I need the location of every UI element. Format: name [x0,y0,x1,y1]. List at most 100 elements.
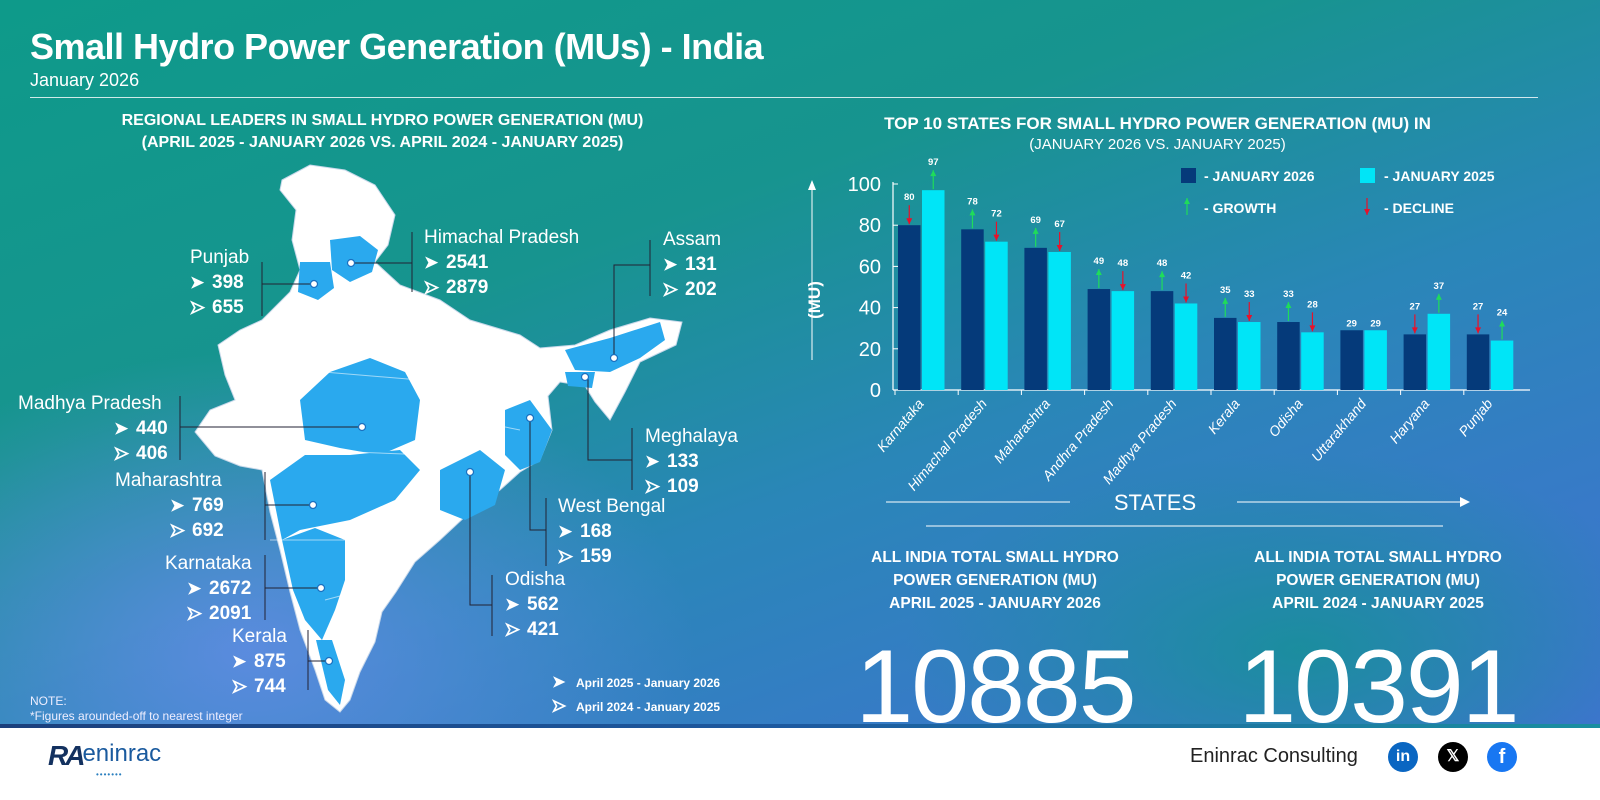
region-himachal-pradesh [330,236,378,282]
growth-arrow-head [1159,271,1166,278]
chart-title-line1: TOP 10 STATES FOR SMALL HYDRO POWER GENE… [884,114,1431,133]
bar-chart: (MU) - JANUARY 2026 - JANUARY 2025 - GROWT… [805,168,1514,527]
region-odisha [440,450,505,520]
facebook-icon[interactable]: f [1487,742,1517,772]
bar-jan-2025 [1490,340,1514,390]
y-axis-arrowhead [808,180,816,190]
legend-label-decline: - DECLINE [1384,200,1454,216]
chart-title-line2: (JANUARY 2026 VS. JANUARY 2025) [1029,136,1286,153]
data-label: 35 [1220,285,1231,296]
linkedin-icon[interactable]: in [1388,742,1418,772]
data-label: 33 [1283,289,1294,300]
value-previous: ➤ 2879 [424,277,489,298]
data-label: 78 [967,196,978,207]
company-name: Eninrac Consulting [1190,745,1358,767]
callout-west-bengal: West Bengal ➤ 168 ➤ 159 [558,495,666,569]
value-previous: ➤ 655 [190,297,244,318]
value-previous: ➤ 692 [170,520,224,541]
legend-label-jan-2025: - JANUARY 2025 [1384,168,1495,184]
value-current: ➤ 562 [505,594,559,615]
region-madhya-pradesh [300,358,420,455]
bar-jan-2026 [1150,291,1174,390]
bar-jan-2025 [1238,322,1261,390]
value-previous: ➤ 109 [645,476,699,497]
note-title: NOTE: [30,694,67,708]
callout-madhya-pradesh: Madhya Pradesh ➤ 440 ➤ 406 [18,392,168,466]
x-tick-label: Odisha [1265,395,1306,439]
region-west-bengal [505,400,552,470]
value-previous: ➤ 202 [663,279,717,300]
legend-growth-arrow-head [1184,198,1190,204]
footer-divider [0,724,1600,728]
total-value: 10885 [855,629,1136,728]
bar-jan-2025 [1048,251,1071,390]
x-tick-label: Maharashtra [990,395,1053,466]
state-name: Odisha [505,569,566,590]
bar-jan-2026 [961,229,984,390]
leader-lines [179,232,651,690]
x-axis-arrowhead [1460,497,1470,507]
legend-label-growth: - GROWTH [1204,200,1276,216]
legend-decline-arrow-head [1364,209,1370,215]
growth-arrow-head [1499,320,1506,327]
x-tick-label: Haryana [1386,395,1432,446]
callout-odisha: Odisha ➤ 562 ➤ 421 [505,568,566,642]
bar-jan-2025 [1301,332,1324,390]
bar-jan-2025 [922,190,945,390]
total-value: 10391 [1238,629,1519,728]
x-tick-label: Punjab [1455,395,1495,439]
bar-jan-2026 [1466,334,1490,390]
bar-jan-2026 [1340,330,1363,390]
decline-arrow-head [1475,327,1482,334]
value-current: ➤ 875 [232,651,286,672]
value-current: ➤ 440 [114,418,168,439]
value-previous: ➤ 159 [558,546,612,567]
state-name: Punjab [190,247,250,268]
x-icon[interactable]: 𝕏 [1438,742,1468,772]
total-label: ALL INDIA TOTAL SMALL HYDRO POWER GENERAT… [871,549,1119,612]
map-title-line1: REGIONAL LEADERS IN SMALL HYDRO POWER GE… [121,112,644,129]
decline-arrow-head [1183,296,1190,303]
data-label: 72 [991,209,1002,220]
state-dots [308,258,619,666]
x-tick-label: Karnataka [874,395,927,454]
decline-arrow-head [1119,284,1126,291]
data-label: 67 [1054,219,1065,230]
chart-legend: - JANUARY 2026 - JANUARY 2025 - GROWTH - DE… [1181,168,1495,216]
decline-arrow-head [1246,315,1253,322]
growth-arrow-head [1222,297,1229,304]
data-label: 48 [1157,258,1168,269]
state-name: Karnataka [165,553,252,574]
data-label: 28 [1307,299,1318,310]
bar-jan-2026 [1214,317,1237,390]
data-label: 37 [1434,281,1445,292]
total-previous: ALL INDIA TOTAL SMALL HYDRO POWER GENERAT… [1218,546,1538,728]
data-label: 24 [1497,308,1508,319]
y-axis-title-group: (MU) [805,180,824,360]
page-subtitle: January 2026 [30,70,140,90]
decline-arrow-head [906,218,913,225]
decline-arrow-head [1309,325,1316,332]
decline-arrow-head [1056,244,1063,251]
legend-swatch-jan-2025 [1360,168,1375,183]
callout-karnataka: Karnataka ➤ 2672 ➤ 2091 [165,552,252,626]
callout-maharashtra: Maharashtra ➤ 769 ➤ 692 [115,469,224,543]
company-logo[interactable]: RAeninrac ••••••• [48,740,161,779]
region-maharashtra [270,450,420,540]
data-label: 69 [1030,215,1041,226]
x-axis-title-group: STATES [886,490,1470,527]
data-label: 42 [1181,270,1192,281]
legend-label-jan-2026: - JANUARY 2026 [1204,168,1315,184]
map-legend-previous: ➤ April 2024 - January 2025 [552,698,721,716]
callout-meghalaya: Meghalaya ➤ 133 ➤ 109 [645,425,738,499]
state-name: Himachal Pradesh [424,227,580,248]
callout-assam: Assam ➤ 131 ➤ 202 [663,228,722,302]
bar-jan-2026 [1024,247,1047,390]
growth-arrow-head [1095,269,1102,276]
map-legend-current: ➤ April 2025 - January 2026 [552,674,721,691]
data-label: 48 [1118,258,1129,269]
data-label: 29 [1346,318,1357,329]
state-name: Maharashtra [115,470,222,491]
header-divider [30,97,1538,98]
callout-kerala: Kerala ➤ 875 ➤ 744 [232,625,287,699]
